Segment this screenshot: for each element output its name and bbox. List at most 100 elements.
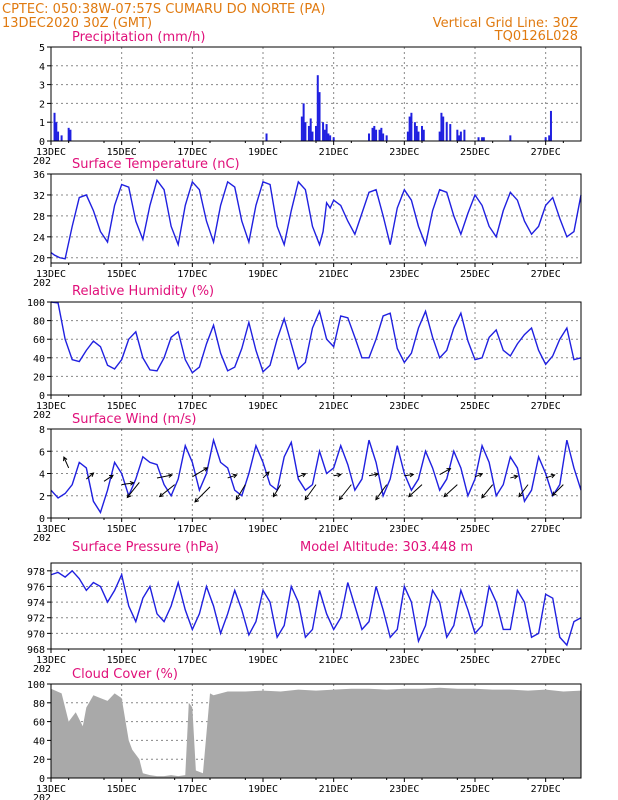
wind-vector-head (301, 472, 307, 478)
precip-bar (410, 112, 413, 141)
x-tick-label: 19DEC (248, 655, 278, 666)
y-tick-label: 974 (27, 598, 45, 609)
precip-bar (69, 129, 72, 141)
y-tick-label: 24 (33, 233, 45, 244)
x-tick-label: 27DEC (531, 524, 561, 535)
precip-bar (322, 122, 325, 141)
x-tick-label: 13DEC (36, 524, 66, 535)
x-tick-label: 19DEC (248, 269, 278, 280)
precip-bar (60, 135, 63, 141)
precip-bar (445, 122, 448, 141)
wind-vector (273, 484, 282, 497)
precip-bar (378, 129, 381, 141)
precip-bar (318, 92, 321, 141)
x-year-label: 202 (33, 793, 51, 800)
precip-bar (422, 129, 425, 141)
precip-bar (302, 103, 305, 141)
precip-bar (265, 133, 268, 141)
panel-frame (50, 301, 582, 396)
wind-vector-head (446, 468, 452, 473)
panel-title: Surface Pressure (hPa) (72, 540, 219, 555)
y-tick-label: 3 (39, 81, 45, 92)
wind-vector (63, 456, 70, 469)
y-tick-label: 36 (33, 170, 45, 181)
precip-bar (329, 135, 332, 141)
wind-vector (298, 473, 306, 478)
x-tick-label: 25DEC (460, 784, 490, 795)
x-tick-label: 27DEC (531, 147, 561, 158)
precip-bar (440, 112, 443, 141)
panel-title: Precipitation (mm/h) (72, 30, 205, 45)
wind-vector (262, 471, 270, 479)
wind-vector (404, 474, 414, 477)
wind-vector (439, 468, 451, 476)
y-tick-label: 20 (33, 372, 45, 383)
x-tick-label: 25DEC (460, 655, 490, 666)
x-year-label: 202 (33, 533, 51, 544)
wind-vector (126, 482, 140, 498)
series-line (50, 569, 582, 647)
x-tick-label: 19DEC (248, 147, 278, 158)
x-tick-label: 15DEC (107, 524, 137, 535)
wind-vector-head (232, 473, 238, 479)
panel-2: Relative Humidity (%) 0 20 40 60 80 100 13DEC 15… (27, 284, 582, 421)
panel-title: Cloud Cover (%) (72, 667, 178, 682)
wind-vector (333, 474, 341, 477)
wind-vector (156, 474, 173, 479)
x-year-label: 202 (33, 278, 51, 289)
y-tick-label: 32 (33, 191, 45, 202)
precip-bar (67, 127, 70, 141)
wind-vector-head (89, 472, 95, 477)
x-tick-label: 19DEC (248, 524, 278, 535)
precip-bar (327, 133, 330, 141)
wind-vector-head (265, 471, 270, 476)
wind-vector (408, 484, 423, 497)
wind-vector (103, 474, 114, 482)
y-tick-label: 40 (33, 354, 45, 365)
series-line (50, 437, 582, 515)
precip-bar (368, 133, 370, 141)
x-tick-label: 17DEC (177, 401, 207, 412)
wind-vector-head (129, 480, 135, 486)
precip-bar (548, 135, 551, 141)
y-tick-label: 80 (33, 317, 45, 328)
x-tick-label: 17DEC (177, 655, 207, 666)
x-tick-label: 23DEC (389, 269, 419, 280)
x-tick-label: 23DEC (389, 401, 419, 412)
wind-vector (481, 484, 494, 499)
y-tick-label: 0 (39, 137, 45, 148)
x-tick-label: 27DEC (531, 655, 561, 666)
panel-5: Cloud Cover (%) 0 20 40 60 80 100 13DEC 15DEC 17D… (27, 667, 582, 800)
x-tick-label: 15DEC (107, 655, 137, 666)
precip-bar (375, 129, 378, 141)
wind-vector-head (551, 491, 557, 497)
wind-vector-head (513, 474, 519, 480)
precip-bar (323, 129, 326, 141)
panel-annotation: Model Altitude: 303.448 m (300, 540, 473, 555)
y-tick-label: 28 (33, 212, 45, 223)
wind-vector (86, 472, 94, 480)
x-tick-label: 27DEC (531, 401, 561, 412)
precip-bar (380, 127, 383, 141)
x-tick-label: 27DEC (531, 269, 561, 280)
wind-vector (235, 484, 246, 500)
wind-vector-head (63, 456, 68, 462)
wind-vector-head (550, 473, 556, 479)
wind-vector (304, 484, 317, 500)
wind-vector (227, 474, 237, 479)
y-tick-label: 20 (33, 755, 45, 766)
x-tick-label: 25DEC (460, 147, 490, 158)
precip-bar (311, 131, 314, 141)
x-tick-label: 21DEC (319, 269, 349, 280)
x-year-label: 202 (33, 156, 51, 167)
precip-bar (408, 116, 411, 141)
precip-bar (417, 131, 420, 141)
wind-vector-head (272, 492, 278, 498)
precip-bar (316, 75, 319, 141)
x-year-label: 202 (33, 664, 51, 675)
precip-bar (456, 129, 459, 141)
x-tick-label: 25DEC (460, 269, 490, 280)
y-tick-label: 4 (39, 62, 45, 73)
precip-bar (382, 133, 385, 141)
